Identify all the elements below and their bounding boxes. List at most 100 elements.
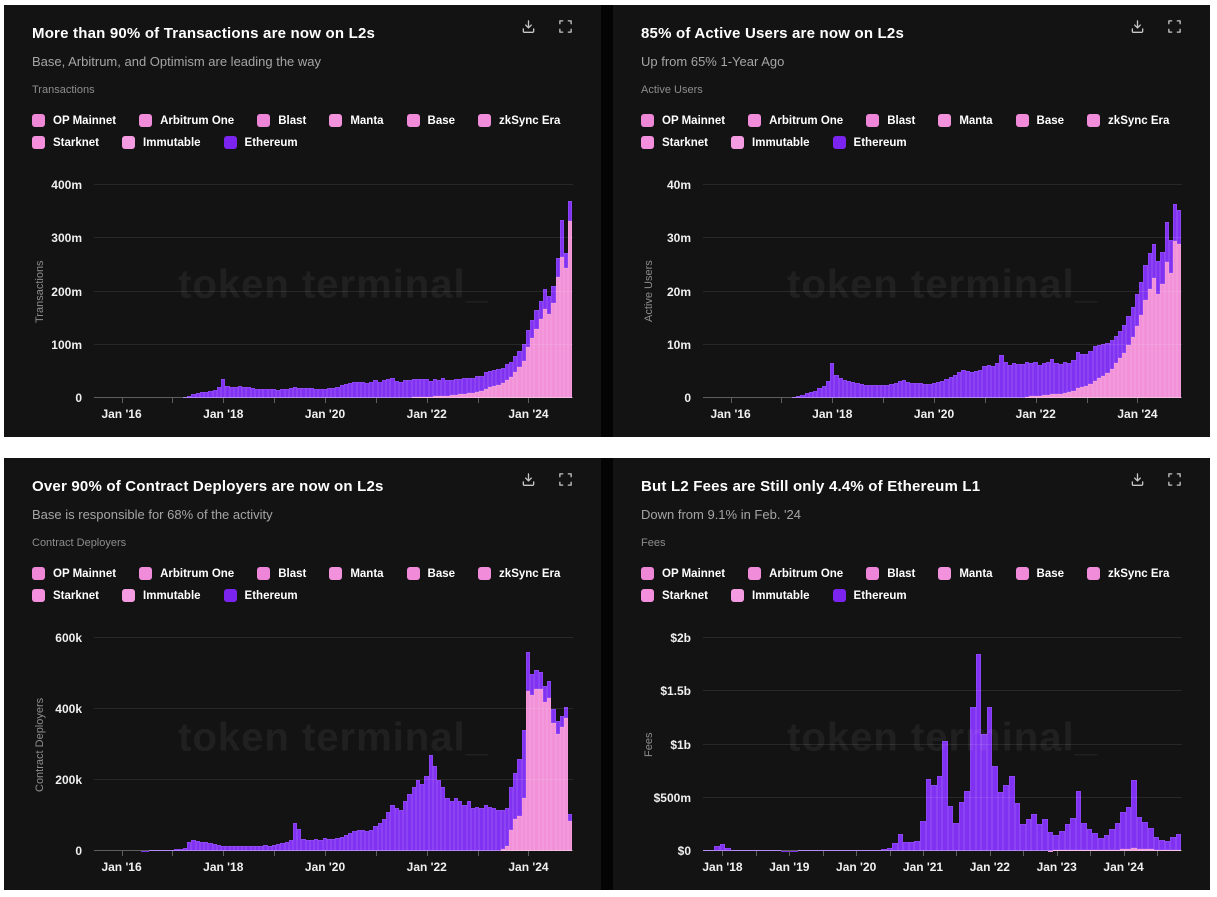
legend-item-blast[interactable]: Blast (866, 114, 915, 127)
bar-month[interactable] (923, 185, 928, 398)
bar-month[interactable] (144, 638, 150, 851)
bar-month[interactable] (475, 185, 480, 398)
bar-month[interactable] (411, 638, 416, 851)
bar-month[interactable] (195, 185, 200, 398)
bar-month[interactable] (398, 185, 404, 398)
bar-month[interactable] (246, 185, 251, 398)
bar-month[interactable] (483, 638, 488, 851)
bar-month[interactable] (1170, 638, 1176, 851)
legend-item-manta[interactable]: Manta (329, 567, 384, 580)
bar-month[interactable] (1007, 185, 1013, 398)
bar-month[interactable] (876, 185, 881, 398)
bar-month[interactable] (944, 185, 949, 398)
bar-month[interactable] (233, 185, 238, 398)
legend-item-zksync-era[interactable]: zkSync Era (1087, 114, 1169, 127)
bar-month[interactable] (825, 638, 831, 851)
bar-month[interactable] (466, 638, 471, 851)
legend-item-ethereum[interactable]: Ethereum (223, 589, 298, 602)
bar-month[interactable] (288, 638, 294, 851)
bar-month[interactable] (500, 638, 505, 851)
bar-month[interactable] (153, 638, 158, 851)
bar-month[interactable] (1041, 185, 1046, 398)
bar-month[interactable] (747, 638, 754, 851)
bar-month[interactable] (140, 638, 145, 851)
bar-month[interactable] (853, 638, 859, 851)
bar-month[interactable] (390, 638, 395, 851)
bar-month[interactable] (542, 638, 548, 851)
bar-month[interactable] (931, 638, 937, 851)
expand-icon[interactable] (558, 19, 573, 34)
bar-month[interactable] (297, 638, 302, 851)
bar-month[interactable] (1148, 638, 1154, 851)
bar-month[interactable] (838, 185, 843, 398)
bar-month[interactable] (1075, 638, 1082, 851)
bar-month[interactable] (925, 638, 932, 851)
bar-month[interactable] (875, 638, 881, 851)
legend-item-manta[interactable]: Manta (938, 114, 993, 127)
bar-month[interactable] (339, 638, 344, 851)
bar-month[interactable] (1088, 185, 1093, 398)
bar-month[interactable] (352, 638, 357, 851)
bar-month[interactable] (504, 638, 509, 851)
bar-month[interactable] (466, 185, 471, 398)
bar-month[interactable] (1084, 185, 1089, 398)
legend-item-ethereum[interactable]: Ethereum (223, 136, 298, 149)
bar-month[interactable] (1045, 185, 1051, 398)
legend-item-base[interactable]: Base (406, 567, 455, 580)
bar-month[interactable] (462, 638, 467, 851)
bar-month[interactable] (356, 185, 361, 398)
bar-month[interactable] (1031, 638, 1037, 851)
bar-month[interactable] (780, 638, 787, 851)
bar-month[interactable] (254, 185, 260, 398)
bar-month[interactable] (1105, 185, 1110, 398)
bar-month[interactable] (819, 638, 826, 851)
legend-item-starknet[interactable]: Starknet (32, 589, 99, 602)
bar-month[interactable] (221, 185, 226, 398)
bar-month[interactable] (792, 638, 798, 851)
bar-month[interactable] (521, 638, 526, 851)
bar-month[interactable] (267, 185, 272, 398)
bar-month[interactable] (475, 638, 480, 851)
bar-month[interactable] (386, 185, 391, 398)
bar-month[interactable] (309, 638, 315, 851)
bar-month[interactable] (1024, 185, 1030, 398)
bar-month[interactable] (377, 638, 382, 851)
legend-item-ethereum[interactable]: Ethereum (832, 136, 907, 149)
bar-month[interactable] (496, 185, 501, 398)
bar-month[interactable] (730, 638, 737, 851)
expand-icon[interactable] (1167, 19, 1182, 34)
bar-month[interactable] (800, 185, 805, 398)
bar-month[interactable] (1164, 185, 1169, 398)
bar-month[interactable] (830, 638, 837, 851)
bar-month[interactable] (804, 185, 809, 398)
bar-month[interactable] (424, 638, 429, 851)
bar-month[interactable] (208, 638, 213, 851)
bar-month[interactable] (348, 185, 353, 398)
bar-month[interactable] (1092, 638, 1098, 851)
bar-month[interactable] (986, 638, 993, 851)
bar-month[interactable] (927, 185, 932, 398)
bar-month[interactable] (952, 185, 958, 398)
bar-month[interactable] (331, 185, 336, 398)
bar-month[interactable] (250, 638, 255, 851)
bar-month[interactable] (343, 185, 349, 398)
bar-month[interactable] (301, 638, 306, 851)
bar-month[interactable] (903, 638, 909, 851)
bar-month[interactable] (288, 185, 294, 398)
bar-month[interactable] (394, 185, 399, 398)
bar-month[interactable] (297, 185, 302, 398)
bar-month[interactable] (233, 638, 238, 851)
bar-month[interactable] (356, 638, 361, 851)
bar-month[interactable] (521, 185, 526, 398)
bar-month[interactable] (714, 638, 720, 851)
bar-month[interactable] (868, 185, 873, 398)
bar-month[interactable] (360, 638, 365, 851)
bar-month[interactable] (221, 638, 226, 851)
bar-month[interactable] (191, 638, 196, 851)
bar-month[interactable] (758, 638, 765, 851)
bar-month[interactable] (212, 185, 217, 398)
bar-month[interactable] (1109, 638, 1115, 851)
bar-month[interactable] (753, 638, 759, 851)
bar-month[interactable] (969, 185, 974, 398)
bar-month[interactable] (513, 185, 518, 398)
